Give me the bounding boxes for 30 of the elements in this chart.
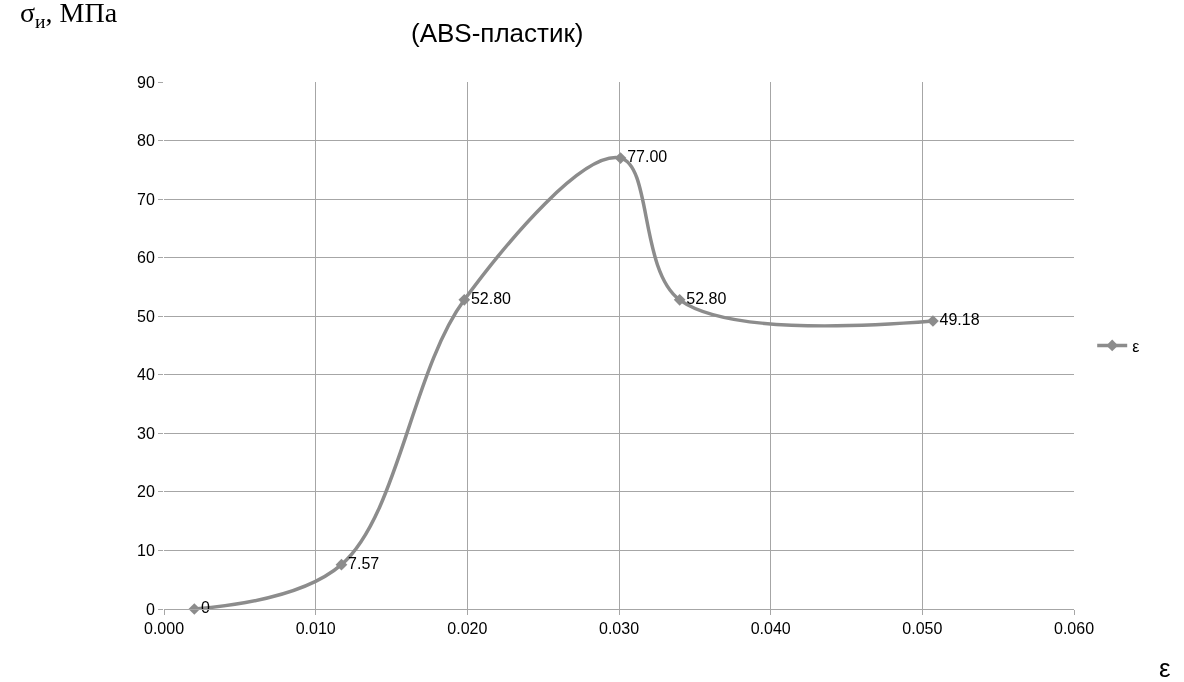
data-label: 7.57 — [348, 554, 380, 572]
x-tick-label: 0.060 — [1053, 620, 1095, 638]
data-label: 77.00 — [627, 148, 668, 166]
x-axis-title: ε — [1159, 653, 1171, 682]
point — [458, 293, 471, 306]
x-tick-label: 0.000 — [143, 620, 185, 638]
y-axis-title: σ$_{и}$, МПа — [20, 0, 118, 32]
data-label: 52.80 — [470, 289, 512, 307]
data-label: 52.80 — [686, 289, 727, 307]
y-tick-label: 80 — [137, 132, 155, 150]
point — [335, 558, 348, 571]
chart-title: (ABS-пластик) — [411, 18, 584, 49]
data-label: 49.18 — [939, 311, 980, 329]
y-tick-label: 0 — [145, 600, 155, 618]
point — [614, 152, 627, 164]
x-tick-label: 0.020 — [447, 620, 488, 638]
y-tick-label: 10 — [137, 542, 155, 560]
y-tick-label: 70 — [137, 190, 155, 208]
x-tick-label: 0.050 — [902, 620, 943, 638]
y-tick-label: 40 — [137, 366, 155, 384]
y-tick-label: 20 — [137, 483, 155, 501]
x-tick-label: 0.030 — [598, 620, 640, 638]
x-tick-label: 0.040 — [750, 620, 791, 638]
y-tick-label: 50 — [137, 307, 155, 325]
legend-label: ε — [1132, 337, 1140, 355]
y-tick-label: 60 — [137, 249, 155, 267]
y-tick-label: 30 — [137, 424, 155, 442]
x-tick-label: 0.010 — [295, 620, 336, 638]
y-tick-label: 90 — [137, 73, 155, 91]
point — [673, 293, 686, 306]
